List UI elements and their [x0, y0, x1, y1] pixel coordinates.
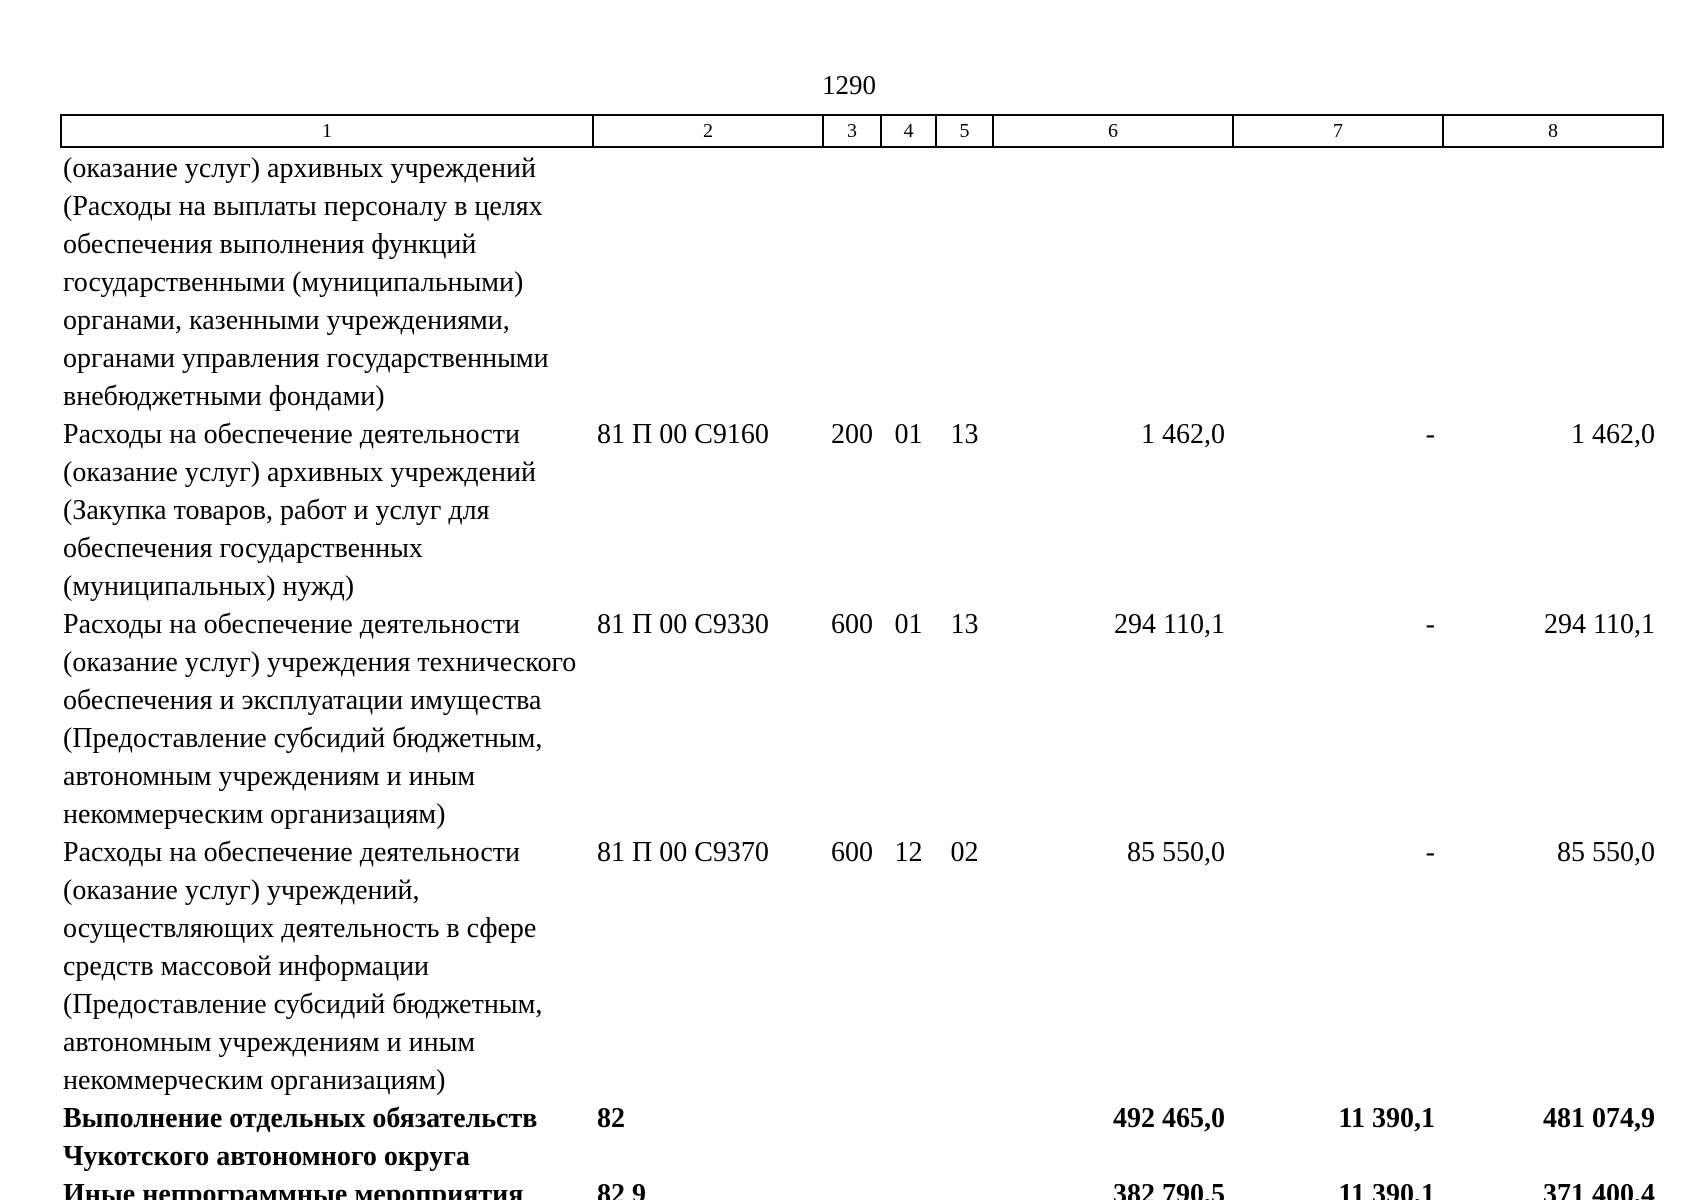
cell-col2-code: 81 П 00 С9370 — [597, 837, 769, 868]
table-body: (оказание услуг) архивных учреждений (Ра… — [61, 147, 1663, 1200]
cell-col8-amount: 294 110,1 — [1544, 609, 1655, 640]
cell-col4: 12 — [894, 837, 923, 868]
cell-col1-name: Расходы на обеспечение деятельности (ока… — [63, 419, 536, 602]
cell-col7-amount: 11 390,1 — [1338, 1103, 1435, 1134]
cell-col3 — [823, 1176, 881, 1200]
cell-col2-code: 81 П 00 С9330 — [597, 609, 769, 640]
cell-col2-code: 81 П 00 С9160 — [597, 419, 769, 450]
cell-col8-amount: 371 400,4 — [1543, 1179, 1655, 1200]
cell-col7-amount — [1233, 147, 1443, 416]
header-col-5: 5 — [935, 114, 994, 148]
table-header: 1 2 3 4 5 6 7 8 — [60, 114, 1664, 148]
cell-col3: 600 — [831, 837, 873, 868]
cell-col8-amount — [1443, 147, 1663, 416]
cell-col4 — [881, 147, 936, 416]
header-col-3: 3 — [822, 114, 882, 148]
cell-col8-amount: 481 074,9 — [1543, 1103, 1655, 1134]
cell-col1-name: Расходы на обеспечение деятельности (ока… — [63, 837, 543, 1096]
cell-col7-amount: - — [1425, 837, 1435, 868]
cell-col6-amount — [993, 147, 1233, 416]
header-col-4: 4 — [880, 114, 937, 148]
cell-col6-amount: 492 465,0 — [1113, 1103, 1225, 1134]
cell-col5: 13 — [950, 609, 979, 640]
header-col-8: 8 — [1442, 114, 1664, 148]
cell-col3 — [823, 1100, 881, 1176]
cell-col6-amount: 294 110,1 — [1114, 609, 1225, 640]
cell-col4: 01 — [894, 419, 923, 450]
header-col-2: 2 — [592, 114, 824, 148]
header-col-6: 6 — [992, 114, 1234, 148]
cell-col2-code: 82 9 — [597, 1179, 646, 1200]
cell-col1-name: Иные непрограммные мероприятия — [63, 1179, 524, 1200]
cell-col5 — [936, 147, 993, 416]
header-row: 1 2 3 4 5 6 7 8 — [60, 114, 1664, 148]
cell-col8-amount: 1 462,0 — [1571, 419, 1655, 450]
cell-col4: 01 — [894, 609, 923, 640]
cell-col7-amount: - — [1425, 609, 1435, 640]
cell-col1-name: (оказание услуг) архивных учреждений (Ра… — [63, 153, 549, 412]
header-col-7: 7 — [1232, 114, 1444, 148]
cell-col1-name: Расходы на обеспечение деятельности (ока… — [63, 609, 577, 830]
budget-table: 1 2 3 4 5 6 7 8 (оказание услуг) архивны… — [60, 114, 1664, 1200]
cell-col4 — [881, 1176, 936, 1200]
table-row: Расходы на обеспечение деятельности (ока… — [61, 606, 1663, 834]
table-row: (оказание услуг) архивных учреждений (Ра… — [61, 147, 1663, 416]
cell-col4 — [881, 1100, 936, 1176]
cell-col2-code: 82 — [597, 1103, 625, 1134]
cell-col5 — [936, 1100, 993, 1176]
cell-col7-amount: - — [1425, 419, 1435, 450]
cell-col3: 200 — [831, 419, 873, 450]
cell-col3: 600 — [831, 609, 873, 640]
cell-col2-code — [593, 147, 823, 416]
cell-col5 — [936, 1176, 993, 1200]
cell-col5: 02 — [950, 837, 979, 868]
cell-col8-amount: 85 550,0 — [1557, 837, 1655, 868]
cell-col6-amount: 85 550,0 — [1127, 837, 1225, 868]
cell-col6-amount: 1 462,0 — [1141, 419, 1225, 450]
cell-col1-name: Выполнение отдельных обязательств Чукотс… — [63, 1103, 538, 1172]
header-col-1: 1 — [60, 114, 594, 148]
page-number: 1290 — [822, 70, 876, 100]
table-row: Выполнение отдельных обязательств Чукотс… — [61, 1100, 1663, 1176]
cell-col3 — [823, 147, 881, 416]
table-row: Расходы на обеспечение деятельности (ока… — [61, 416, 1663, 606]
table-row: Расходы на обеспечение деятельности (ока… — [61, 834, 1663, 1100]
cell-col5: 13 — [950, 419, 979, 450]
cell-col7-amount: 11 390,1 — [1338, 1179, 1435, 1200]
cell-col6-amount: 382 790,5 — [1113, 1179, 1225, 1200]
table-row: Иные непрограммные мероприятия 82 9 382 … — [61, 1176, 1663, 1200]
